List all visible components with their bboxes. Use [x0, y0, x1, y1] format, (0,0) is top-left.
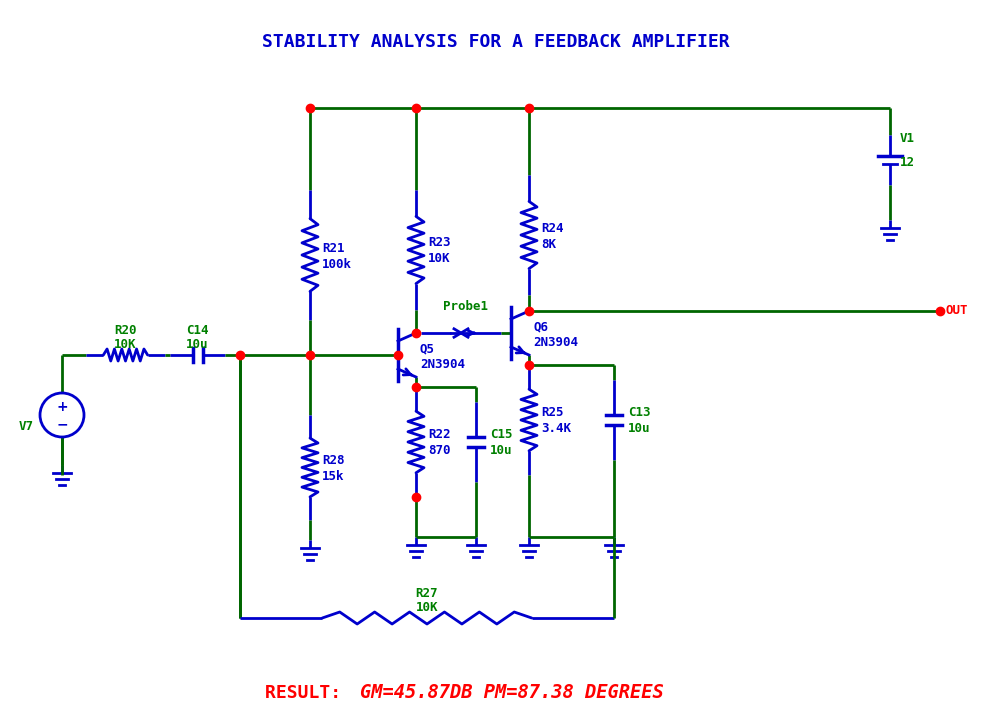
Text: R22: R22	[428, 429, 450, 441]
Text: STABILITY ANALYSIS FOR A FEEDBACK AMPLIFIER: STABILITY ANALYSIS FOR A FEEDBACK AMPLIF…	[262, 33, 730, 51]
Text: 3.4K: 3.4K	[541, 422, 571, 435]
Text: 10u: 10u	[186, 338, 208, 351]
Text: C15: C15	[490, 429, 513, 441]
Text: Q6: Q6	[533, 320, 548, 333]
Text: R27: R27	[416, 587, 438, 600]
Text: R25: R25	[541, 406, 563, 419]
Text: 2N3904: 2N3904	[533, 336, 578, 349]
Text: 10K: 10K	[428, 253, 450, 266]
Text: 100k: 100k	[322, 258, 352, 271]
Text: R23: R23	[428, 237, 450, 250]
Text: 12: 12	[900, 157, 915, 170]
Text: Q5: Q5	[420, 342, 435, 355]
Text: V1: V1	[900, 132, 915, 144]
Text: 10u: 10u	[490, 445, 513, 457]
Text: C14: C14	[186, 324, 208, 337]
Text: Probe1: Probe1	[443, 300, 488, 313]
Text: 2N3904: 2N3904	[420, 358, 465, 371]
Text: 10K: 10K	[114, 338, 137, 351]
Text: GM=45.87DB PM=87.38 DEGREES: GM=45.87DB PM=87.38 DEGREES	[360, 684, 664, 703]
Text: 870: 870	[428, 445, 450, 457]
Text: −: −	[57, 417, 67, 431]
Text: RESULT:: RESULT:	[265, 684, 352, 702]
Text: 8K: 8K	[541, 237, 556, 250]
Text: 10K: 10K	[416, 601, 438, 614]
Text: C13: C13	[628, 406, 651, 419]
Text: R24: R24	[541, 221, 563, 234]
Text: R21: R21	[322, 242, 344, 255]
Text: V7: V7	[19, 421, 34, 433]
Text: OUT: OUT	[945, 304, 967, 317]
Text: 15k: 15k	[322, 470, 344, 483]
Text: 10u: 10u	[628, 422, 651, 435]
Text: R28: R28	[322, 454, 344, 467]
Text: R20: R20	[114, 324, 137, 337]
Text: +: +	[57, 400, 67, 414]
